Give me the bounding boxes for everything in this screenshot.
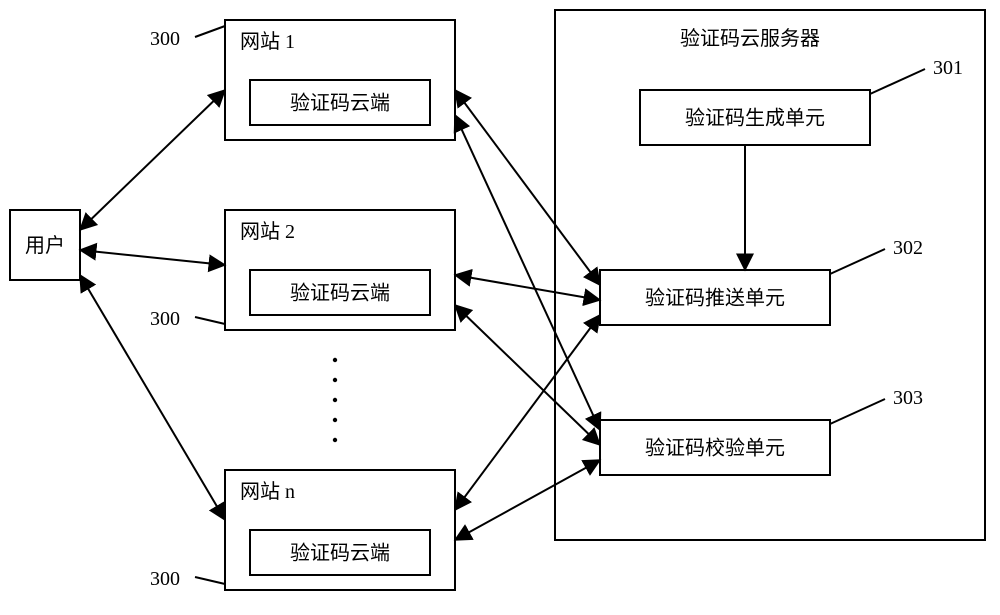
user-label: 用户 xyxy=(25,234,65,257)
server-title: 验证码云服务器 xyxy=(680,27,820,50)
ellipsis-dot xyxy=(333,358,337,362)
unit-2-num: 303 xyxy=(893,387,923,409)
site-1-num-lead xyxy=(195,317,225,324)
site-0-cloud-label: 验证码云端 xyxy=(290,92,390,115)
site-2-num: 300 xyxy=(150,568,180,590)
ellipsis-dot xyxy=(333,378,337,382)
edge-6 xyxy=(455,305,600,445)
unit-2-label: 验证码校验单元 xyxy=(645,437,785,460)
unit-1-num: 302 xyxy=(893,237,923,259)
unit-0-label: 验证码生成单元 xyxy=(685,107,825,130)
unit-2-num-lead xyxy=(830,399,885,424)
unit-0-num: 301 xyxy=(933,57,963,79)
edge-4 xyxy=(455,115,600,430)
ellipsis-dot xyxy=(333,438,337,442)
site-2-num-lead xyxy=(195,577,225,584)
edge-3 xyxy=(455,90,600,285)
ellipsis-dot xyxy=(333,398,337,402)
site-2-title: 网站 n xyxy=(240,480,295,503)
unit-1-label: 验证码推送单元 xyxy=(645,287,785,310)
ellipsis-dot xyxy=(333,418,337,422)
site-0-num-lead xyxy=(195,26,225,37)
edge-0 xyxy=(80,90,225,230)
site-0-title: 网站 1 xyxy=(240,30,295,53)
site-1-cloud-label: 验证码云端 xyxy=(290,282,390,305)
edge-1 xyxy=(80,250,225,265)
edge-7 xyxy=(455,315,600,510)
edge-8 xyxy=(455,460,600,540)
unit-0-num-lead xyxy=(870,69,925,94)
site-0-num: 300 xyxy=(150,28,180,50)
site-1-num: 300 xyxy=(150,308,180,330)
unit-1-num-lead xyxy=(830,249,885,274)
site-1-title: 网站 2 xyxy=(240,220,295,243)
edge-5 xyxy=(455,275,600,300)
system-diagram: 用户 网站 1 验证码云端 300 网站 2 验证码云端 300 网站 n 验证码云端 300 验证… xyxy=(0,0,1000,615)
site-2-cloud-label: 验证码云端 xyxy=(290,542,390,565)
